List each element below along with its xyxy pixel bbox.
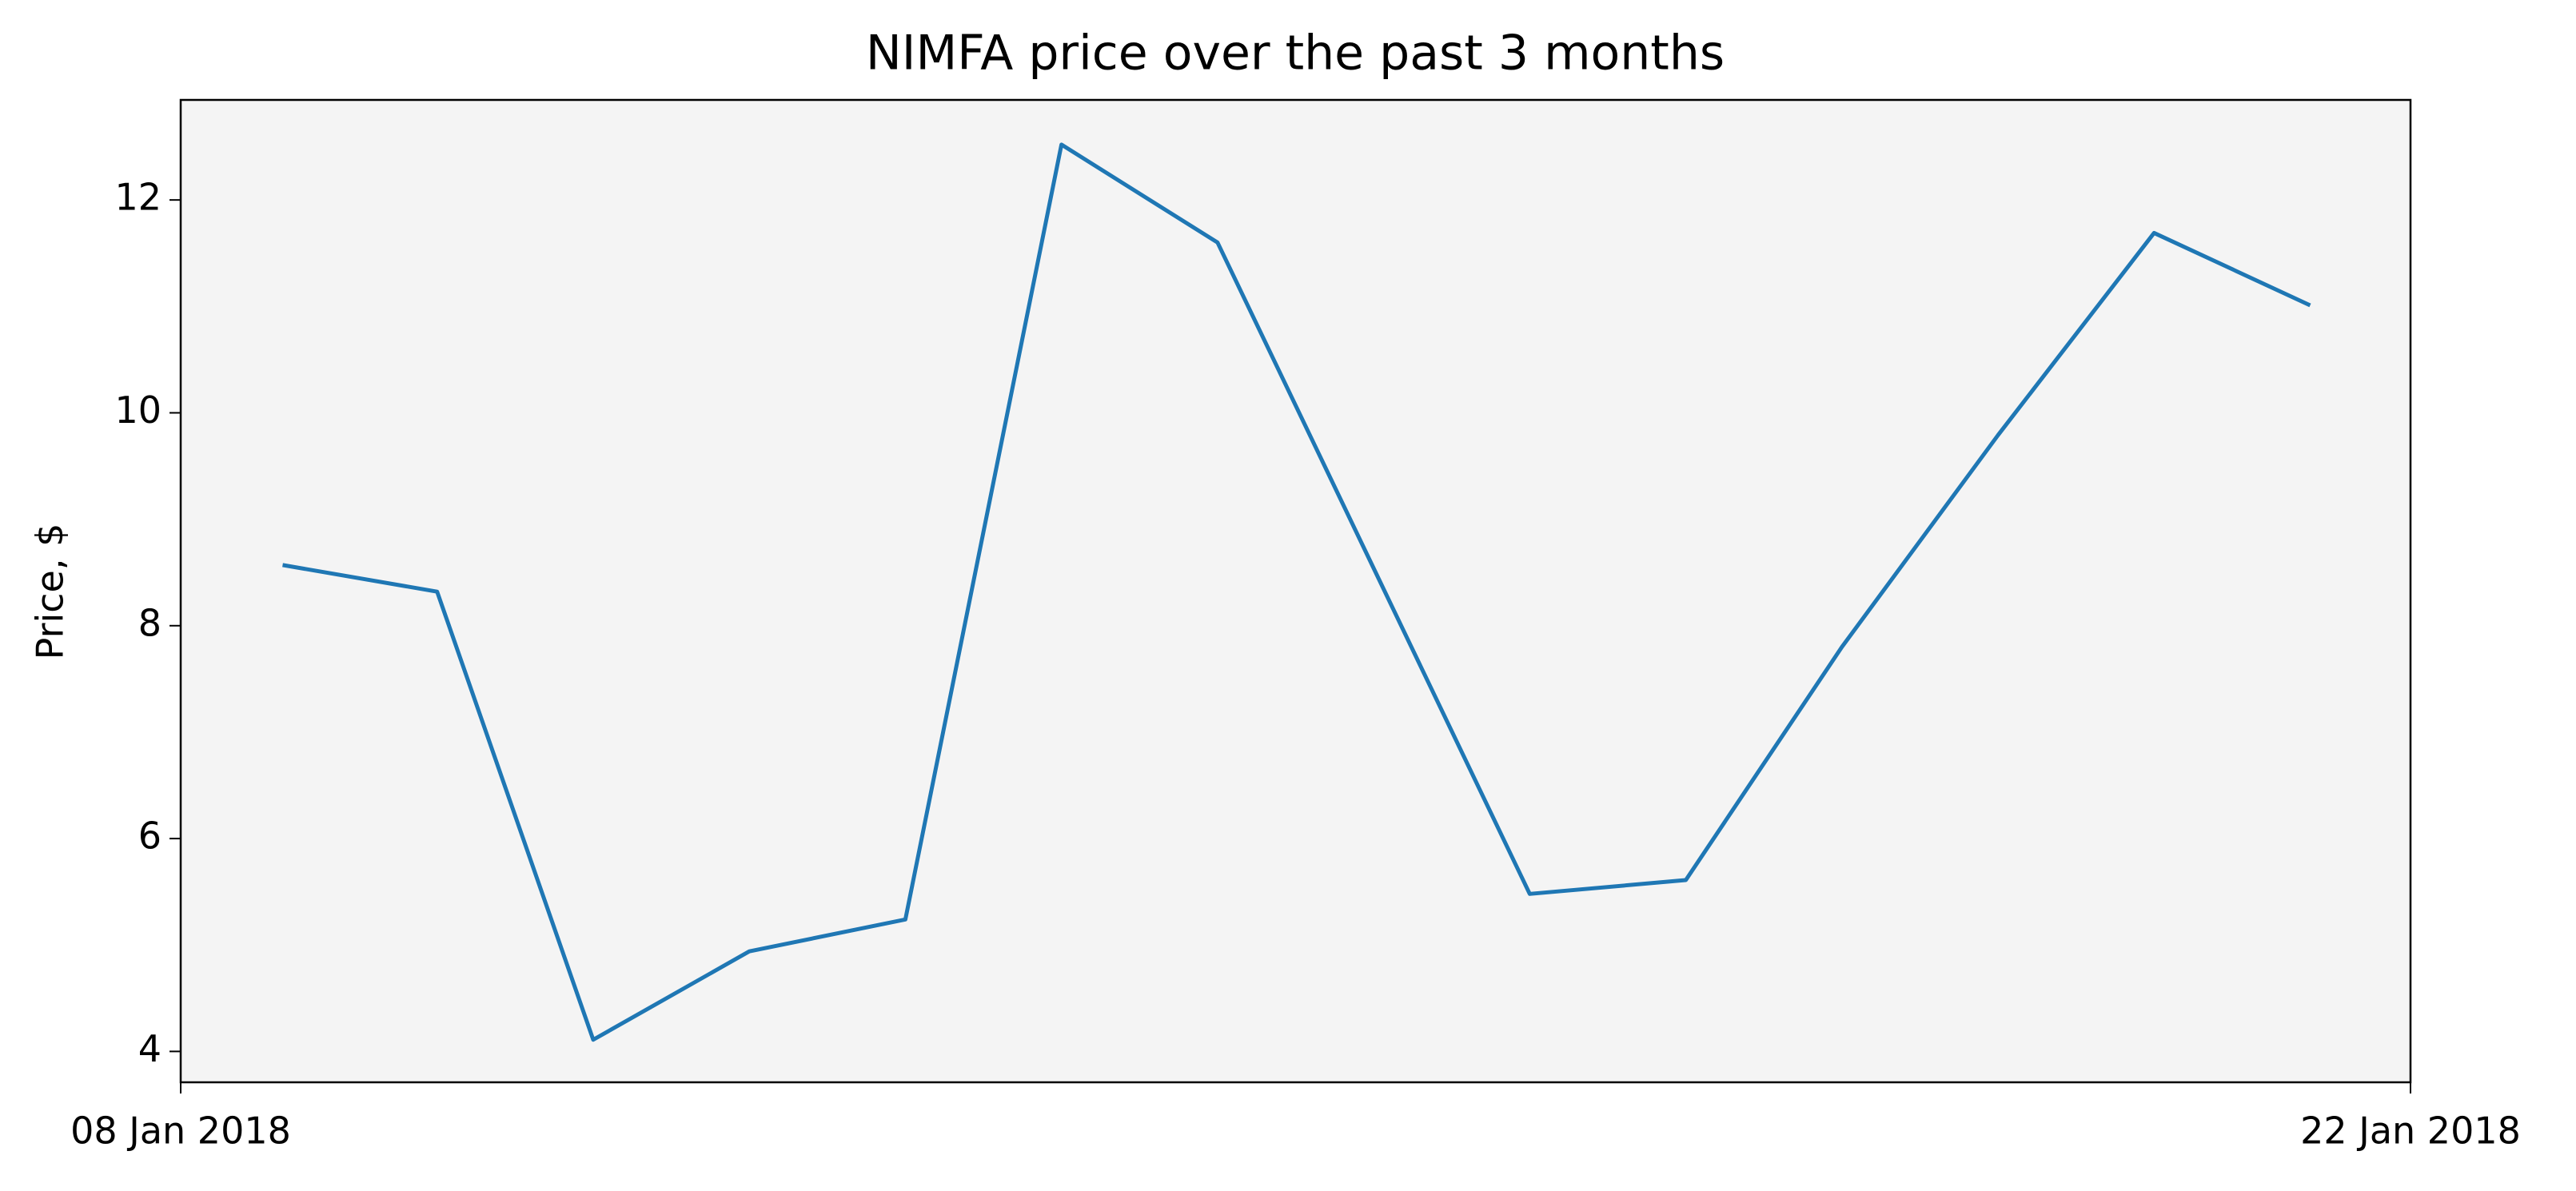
price-line (282, 142, 2311, 1042)
y-tick-label: 6 (138, 815, 161, 858)
y-tick-label: 8 (138, 601, 161, 644)
x-tick-label: 08 Jan 2018 (70, 1109, 291, 1153)
y-axis-label: Price, $ (29, 524, 72, 660)
y-tick-label: 10 (114, 388, 161, 432)
chart-title: NIMFA price over the past 3 months (866, 26, 1725, 82)
y-tick-label: 4 (138, 1027, 161, 1070)
plot-frame (179, 98, 2412, 1084)
y-tick-label: 12 (114, 176, 161, 219)
plot-area (181, 100, 2411, 1082)
x-tick-label: 22 Jan 2018 (2300, 1109, 2521, 1153)
